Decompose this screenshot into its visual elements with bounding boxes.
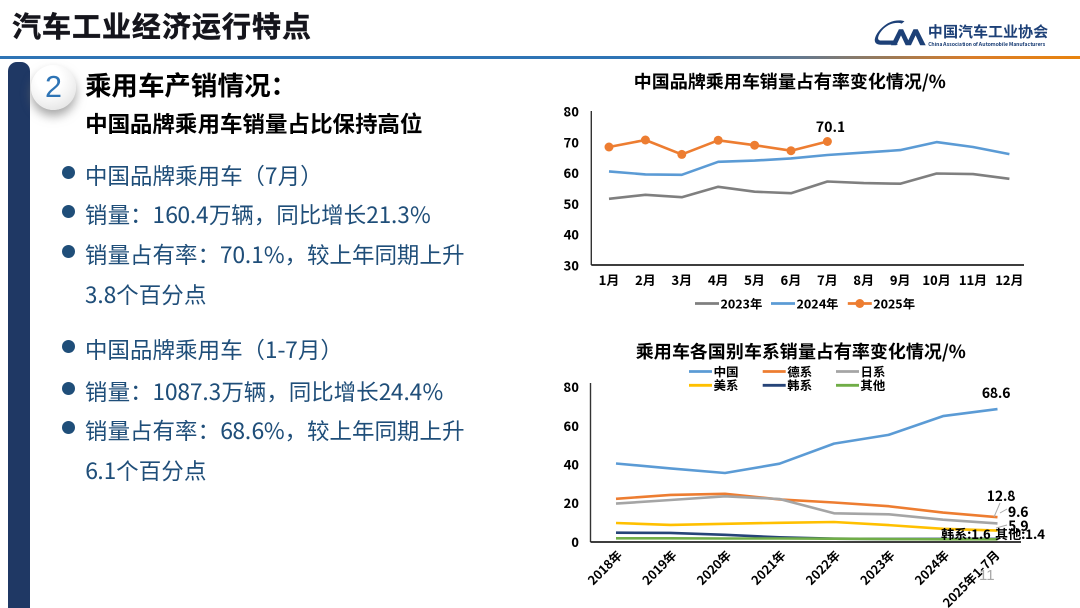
svg-text:11月: 11月 [959, 270, 987, 289]
svg-text:12月: 12月 [995, 270, 1023, 289]
svg-text:9月: 9月 [890, 270, 911, 289]
svg-text:80: 80 [564, 102, 580, 121]
svg-text:中国汽车工业协会: 中国汽车工业协会 [928, 21, 1048, 42]
svg-text:68.6: 68.6 [982, 382, 1010, 402]
svg-text:1月: 1月 [599, 270, 620, 289]
svg-text:70: 70 [564, 132, 580, 151]
svg-text:60: 60 [564, 416, 580, 435]
svg-text:2021年: 2021年 [746, 545, 789, 588]
svg-text:2月: 2月 [635, 270, 656, 289]
svg-text:7月: 7月 [817, 270, 838, 289]
svg-text:韩系: 韩系 [787, 375, 812, 394]
svg-text:中国品牌乘用车销量占有率变化情况/%: 中国品牌乘用车销量占有率变化情况/% [634, 68, 946, 94]
svg-text:德系: 德系 [787, 361, 812, 380]
svg-text:2025年: 2025年 [873, 294, 915, 313]
svg-text:5.9: 5.9 [1008, 515, 1028, 535]
svg-text:2024年: 2024年 [797, 294, 839, 313]
svg-text:China Association of Automobil: China Association of Automobile Manufact… [928, 41, 1045, 48]
svg-text:2024年: 2024年 [910, 545, 953, 588]
svg-text:40: 40 [564, 455, 580, 474]
svg-text:美系: 美系 [714, 375, 739, 394]
svg-text:70.1: 70.1 [816, 117, 845, 137]
svg-text:4月: 4月 [708, 270, 729, 289]
svg-text:6月: 6月 [781, 270, 802, 289]
svg-text:其他: 其他 [861, 375, 886, 394]
svg-text:8月: 8月 [853, 270, 874, 289]
svg-text:0: 0 [571, 532, 579, 551]
svg-text:2020年: 2020年 [692, 545, 735, 588]
svg-text:其他:1.4: 其他:1.4 [995, 524, 1046, 543]
svg-text:60: 60 [564, 163, 580, 182]
svg-text:30: 30 [564, 256, 580, 275]
svg-text:2019年: 2019年 [637, 545, 680, 588]
svg-text:5月: 5月 [744, 270, 765, 289]
svg-text:50: 50 [564, 194, 580, 213]
svg-text:9.6: 9.6 [1008, 501, 1028, 521]
svg-text:3月: 3月 [671, 270, 692, 289]
svg-text:乘用车各国别车系销量占有率变化情况/%: 乘用车各国别车系销量占有率变化情况/% [636, 338, 966, 364]
svg-text:20: 20 [564, 493, 580, 512]
svg-text:2023年: 2023年 [721, 294, 763, 313]
svg-text:中国: 中国 [714, 361, 739, 380]
svg-text:40: 40 [564, 225, 580, 244]
svg-text:80: 80 [564, 377, 580, 396]
svg-text:2018年: 2018年 [583, 545, 626, 588]
svg-text:韩系:1.6: 韩系:1.6 [941, 524, 991, 543]
svg-text:10月: 10月 [922, 270, 950, 289]
svg-text:2023年: 2023年 [855, 545, 898, 588]
svg-text:日系: 日系 [861, 361, 886, 380]
svg-text:12.8: 12.8 [987, 485, 1015, 505]
svg-text:2022年: 2022年 [801, 545, 844, 588]
